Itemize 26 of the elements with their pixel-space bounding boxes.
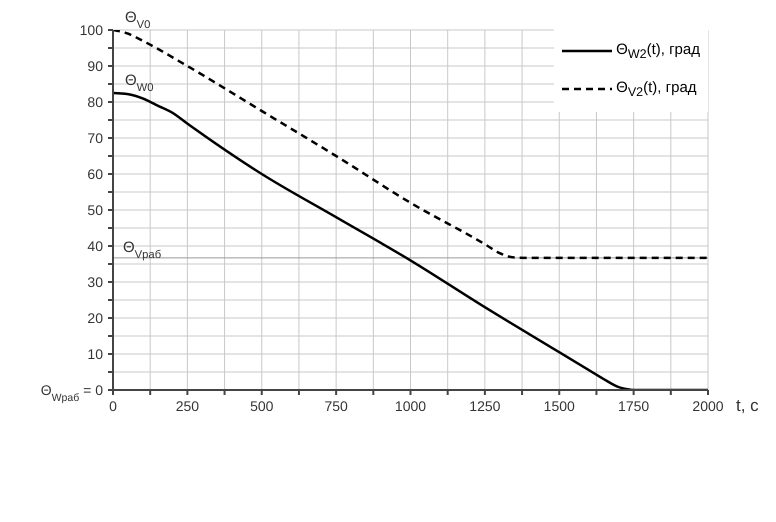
y-tick-label: 50 bbox=[87, 202, 104, 218]
legend-label: Θ$_{W2}$(t), град bbox=[616, 41, 700, 61]
y-tick-label: 60 bbox=[87, 166, 104, 182]
y-tick-label: 100 bbox=[80, 22, 104, 38]
x-tick-label: 750 bbox=[324, 398, 348, 414]
annotation: Θ$_{V0}$ bbox=[125, 9, 150, 31]
x-tick-label: 1000 bbox=[394, 398, 426, 414]
y-tick-label: 70 bbox=[87, 130, 104, 146]
x-tick-label: 0 bbox=[109, 398, 118, 414]
x-tick-label: 250 bbox=[176, 398, 200, 414]
x-tick-label: 2000 bbox=[692, 398, 724, 414]
y-tick-label: 20 bbox=[87, 310, 104, 326]
x-tick-label: 500 bbox=[250, 398, 274, 414]
y-tick-label: 10 bbox=[87, 346, 104, 362]
x-tick-label: 1250 bbox=[469, 398, 501, 414]
y-tick-label: 40 bbox=[87, 238, 104, 254]
y-tick-label: 90 bbox=[87, 58, 104, 74]
y-tick-label: 80 bbox=[87, 94, 104, 110]
x-tick-label: 1500 bbox=[544, 398, 576, 414]
x-axis-title: t, c bbox=[736, 396, 760, 416]
ref-line-label: Θ$_{Vраб}$ bbox=[123, 238, 162, 261]
x-tick-label: 1750 bbox=[618, 398, 650, 414]
legend-label: Θ$_{V2}$(t), град bbox=[616, 79, 697, 99]
annotation: Θ$_{W0}$ bbox=[125, 72, 154, 94]
y-tick-label: 30 bbox=[87, 274, 104, 290]
y-tick-label: Θ$_{Wраб}$ = 0 bbox=[40, 382, 104, 404]
